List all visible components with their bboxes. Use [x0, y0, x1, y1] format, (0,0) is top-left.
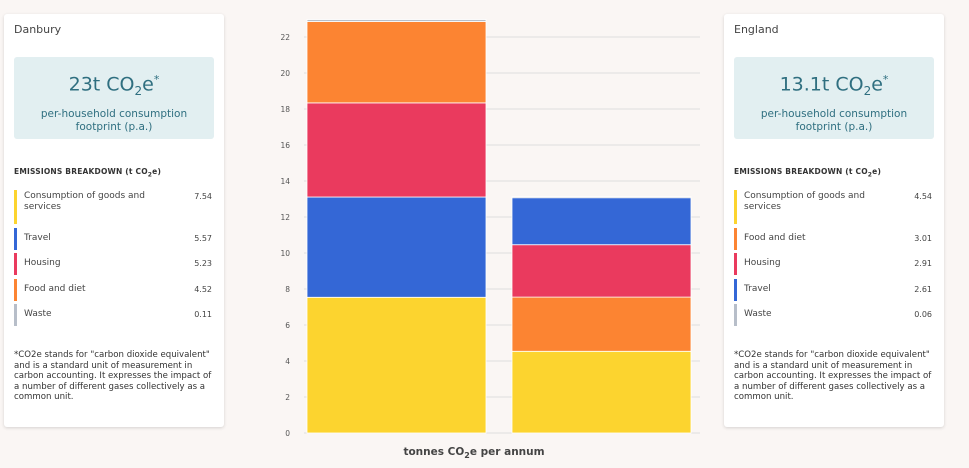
bar-segment-consumption — [306, 296, 487, 434]
breakdown-value: 4.52 — [194, 285, 212, 294]
footprint-description: per-household consumption footprint (p.a… — [760, 108, 908, 134]
breakdown-heading: EMISSIONS BREAKDOWN (t CO2e) — [14, 167, 162, 179]
bar-segment-food — [511, 296, 692, 352]
y-tick-label: 4 — [285, 357, 290, 366]
color-swatch — [734, 253, 737, 275]
card-title: England — [734, 23, 779, 36]
y-tick-label: 2 — [285, 393, 290, 402]
breakdown-label: Food and diet — [744, 233, 806, 243]
bar-segment-waste — [306, 19, 487, 22]
england-card: England 13.1t CO2e* per-household consum… — [724, 14, 944, 427]
stacked-bar-chart: 0 2 4 6 8 10 12 14 16 18 20 22 — [280, 19, 700, 438]
breakdown-row-travel: Travel 5.57 — [14, 228, 212, 250]
color-swatch — [14, 228, 17, 250]
card-title: Danbury — [14, 23, 62, 36]
breakdown-row-food: Food and diet 4.52 — [14, 279, 212, 301]
y-tick-label: 16 — [280, 141, 290, 150]
y-tick-label: 8 — [285, 285, 290, 294]
footprint-value: 23t CO2e* — [68, 73, 160, 99]
co2e-footnote: *CO2e stands for "carbon dioxide equival… — [734, 350, 932, 402]
breakdown-row-travel: Travel 2.61 — [734, 279, 932, 301]
breakdown-label: Travel — [24, 233, 51, 243]
y-tick-label: 18 — [280, 105, 290, 114]
bar-segment-travel — [306, 196, 487, 298]
breakdown-value: 2.61 — [914, 285, 932, 294]
color-swatch — [734, 190, 737, 224]
x-axis-title: tonnes CO2e per annum — [403, 446, 545, 461]
footprint-value: 13.1t CO2e* — [779, 73, 889, 99]
color-swatch — [14, 279, 17, 301]
breakdown-row-consumption: Consumption of goods and services 7.54 — [14, 190, 212, 224]
color-swatch — [734, 228, 737, 250]
breakdown-row-waste: Waste 0.11 — [14, 304, 212, 326]
bar-segment-waste — [511, 196, 692, 199]
y-tick-label: 6 — [285, 321, 290, 330]
breakdown-value: 5.23 — [194, 259, 212, 268]
footprint-box: 13.1t CO2e* per-household consumption fo… — [734, 57, 934, 139]
color-swatch — [14, 190, 17, 224]
footprint-box: 23t CO2e* per-household consumption foot… — [14, 57, 214, 139]
co2e-footnote: *CO2e stands for "carbon dioxide equival… — [14, 350, 212, 402]
breakdown-label: Consumption of goods and services — [744, 191, 865, 212]
y-tick-label: 12 — [280, 213, 290, 222]
breakdown-value: 4.54 — [914, 192, 932, 201]
breakdown-value: 3.01 — [914, 234, 932, 243]
color-swatch — [734, 304, 737, 326]
bar-segment-consumption — [511, 350, 692, 434]
y-tick-label: 0 — [285, 429, 290, 438]
breakdown-row-housing: Housing 2.91 — [734, 253, 932, 275]
breakdown-value: 5.57 — [194, 234, 212, 243]
color-swatch — [14, 304, 17, 326]
y-tick-label: 14 — [280, 177, 290, 186]
y-tick-label: 22 — [280, 33, 290, 42]
breakdown-row-food: Food and diet 3.01 — [734, 228, 932, 250]
breakdown-label: Waste — [744, 309, 772, 319]
breakdown-label: Housing — [24, 258, 61, 268]
breakdown-value: 0.11 — [194, 310, 212, 319]
breakdown-value: 2.91 — [914, 259, 932, 268]
bar-segment-food — [306, 21, 487, 104]
y-tick-label: 20 — [280, 69, 290, 78]
breakdown-label: Waste — [24, 309, 52, 319]
breakdown-row-housing: Housing 5.23 — [14, 253, 212, 275]
color-swatch — [734, 279, 737, 301]
breakdown-row-waste: Waste 0.06 — [734, 304, 932, 326]
breakdown-heading: EMISSIONS BREAKDOWN (t CO2e) — [734, 167, 882, 179]
breakdown-row-consumption: Consumption of goods and services 4.54 — [734, 190, 932, 224]
breakdown-value: 0.06 — [914, 310, 932, 319]
breakdown-label: Travel — [744, 284, 771, 294]
breakdown-label: Housing — [744, 258, 781, 268]
footprint-description: per-household consumption footprint (p.a… — [40, 108, 188, 134]
danbury-card: Danbury 23t CO2e* per-household consumpt… — [4, 14, 224, 427]
bar-segment-travel — [511, 197, 692, 246]
breakdown-label: Food and diet — [24, 284, 86, 294]
bar-segment-housing — [306, 102, 487, 198]
bar-segment-housing — [511, 244, 692, 298]
breakdown-value: 7.54 — [194, 192, 212, 201]
breakdown-label: Consumption of goods and services — [24, 191, 145, 212]
y-tick-label: 10 — [280, 249, 290, 258]
color-swatch — [14, 253, 17, 275]
